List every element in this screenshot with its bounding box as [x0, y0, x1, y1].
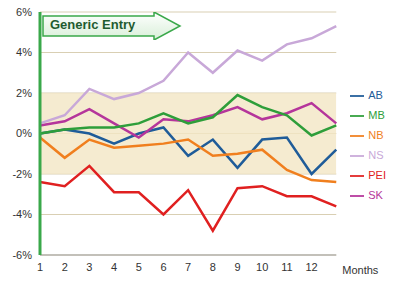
svg-text:6: 6: [160, 261, 166, 273]
svg-text:12: 12: [305, 261, 317, 273]
svg-text:-6%: -6%: [12, 249, 32, 261]
svg-text:6%: 6%: [16, 6, 32, 18]
svg-text:7: 7: [185, 261, 191, 273]
html-text:PEI: PEI: [368, 168, 386, 181]
svg-text:1: 1: [37, 261, 43, 273]
svg-text:-2%: -2%: [12, 168, 32, 180]
html-text:AB: AB: [368, 88, 383, 101]
html-text:NS: NS: [368, 148, 384, 161]
svg-text:2%: 2%: [16, 87, 32, 99]
svg-text:4%: 4%: [16, 46, 32, 58]
html-text:Generic Entry: Generic Entry: [50, 17, 136, 32]
svg-text:-4%: -4%: [12, 208, 32, 220]
html-text:NB: NB: [368, 128, 384, 141]
svg-text:8: 8: [210, 261, 216, 273]
svg-text:10: 10: [256, 261, 268, 273]
html-text:MB: MB: [368, 108, 385, 121]
svg-text:Months: Months: [342, 264, 379, 276]
svg-text:2: 2: [62, 261, 68, 273]
html-text:SK: SK: [368, 188, 383, 201]
svg-text:3: 3: [86, 261, 92, 273]
svg-text:11: 11: [281, 261, 292, 273]
svg-text:0%: 0%: [16, 127, 32, 139]
svg-text:5: 5: [136, 261, 142, 273]
svg-text:9: 9: [234, 261, 240, 273]
svg-text:4: 4: [111, 261, 117, 273]
